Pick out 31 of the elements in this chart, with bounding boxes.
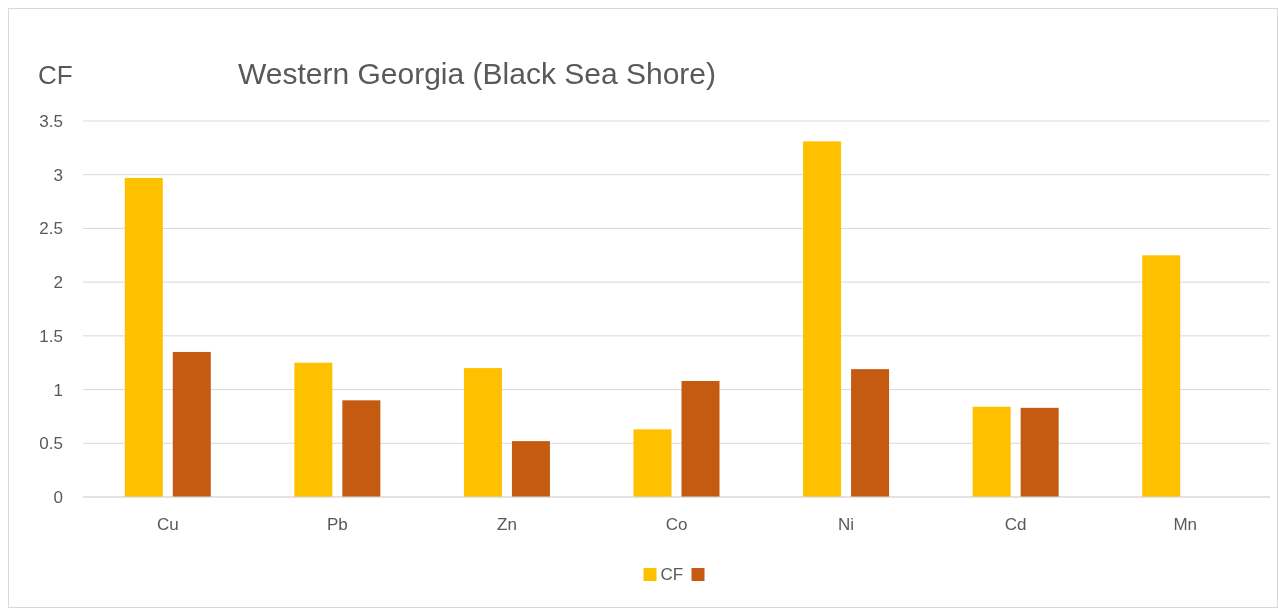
y-tick-label: 0.5 xyxy=(39,434,63,454)
bar xyxy=(172,351,211,497)
y-tick-label: 3.5 xyxy=(39,111,63,131)
x-tick-label: Co xyxy=(665,515,688,534)
chart-title: Western Georgia (Black Sea Shore) xyxy=(238,57,716,90)
bar xyxy=(633,429,672,497)
x-tick-label: Ni xyxy=(838,515,855,534)
bar xyxy=(803,141,842,497)
x-tick-label: Pb xyxy=(326,515,348,534)
bar xyxy=(851,369,890,497)
y-axis-title: CF xyxy=(38,60,73,90)
legend-label: CF xyxy=(660,565,684,584)
y-tick-label: 2.5 xyxy=(39,219,63,239)
x-tick-label: Mn xyxy=(1173,515,1198,534)
y-tick-label: 3 xyxy=(53,165,63,185)
y-tick-label: 1.5 xyxy=(39,326,63,346)
x-tick-label: Cu xyxy=(156,515,179,534)
x-tick-label: Zn xyxy=(497,515,517,534)
y-tick-label: 0 xyxy=(53,487,63,507)
bar xyxy=(511,441,550,497)
bar xyxy=(294,362,333,497)
y-tick-label: 1 xyxy=(53,380,63,400)
bar xyxy=(342,400,381,497)
bar xyxy=(463,368,502,497)
bar xyxy=(124,177,163,497)
bar xyxy=(972,406,1011,497)
bar xyxy=(1142,255,1181,497)
y-tick-label: 2 xyxy=(53,273,63,293)
bar xyxy=(1020,407,1059,497)
x-tick-label: Cd xyxy=(1004,515,1027,534)
bar xyxy=(681,380,720,497)
